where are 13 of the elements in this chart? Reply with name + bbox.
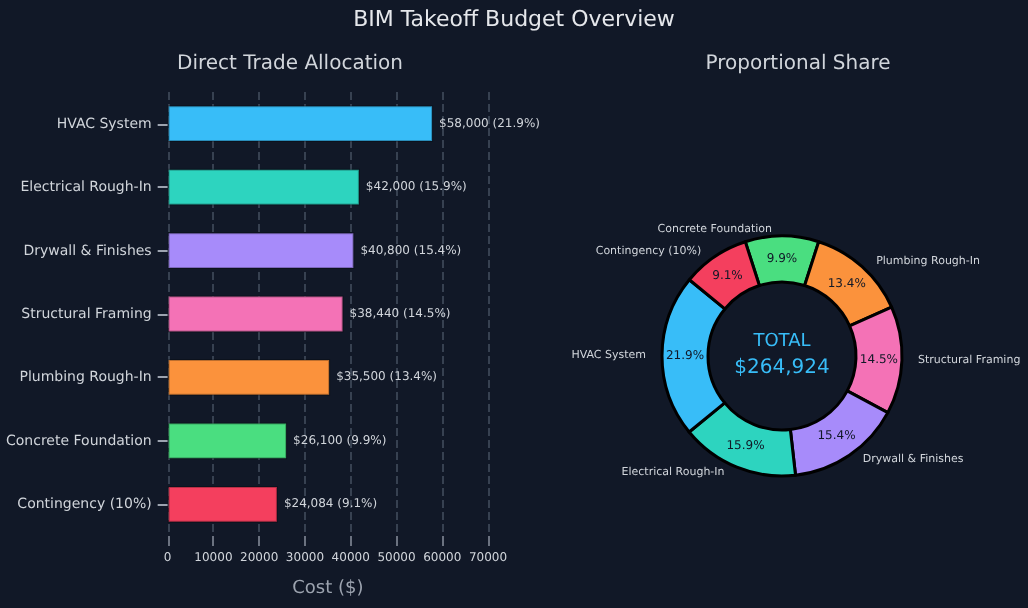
text: $264,924 [734, 357, 830, 379]
bar [167, 232, 355, 269]
x-axis-title: Cost ($) [292, 579, 364, 599]
bar [167, 105, 434, 143]
bar [167, 168, 360, 206]
bar [167, 422, 288, 460]
bar [167, 485, 278, 523]
bar [167, 359, 331, 396]
chart-title: Proportional Share [705, 53, 891, 75]
text: TOTAL [751, 332, 811, 352]
bar [167, 295, 344, 333]
chart-title: BIM Takeoff Budget Overview [351, 4, 677, 36]
chart-subtitle: Direct Trade Allocation [177, 53, 403, 75]
